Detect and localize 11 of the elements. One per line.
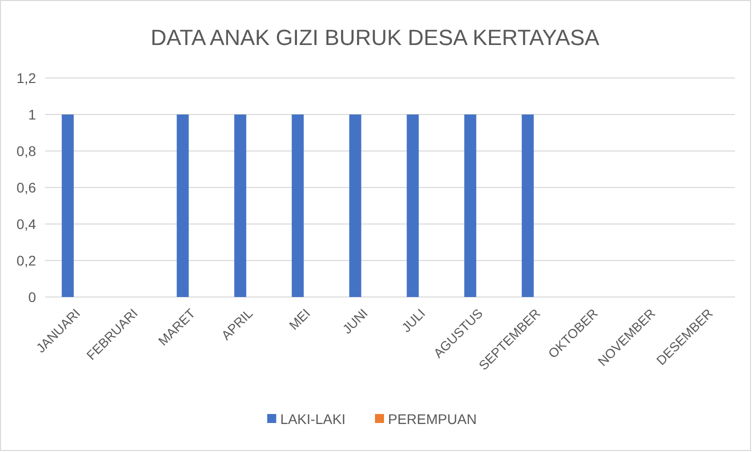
y-tick-label: 0 xyxy=(28,288,36,305)
chart-title: DATA ANAK GIZI BURUK DESA KERTAYASA xyxy=(150,25,600,50)
y-tick-label: 0,4 xyxy=(16,216,36,232)
y-tick-label: 1,2 xyxy=(16,70,36,86)
legend-label: LAKI-LAKI xyxy=(280,410,346,427)
x-tick-label: MEI xyxy=(286,306,314,333)
y-tick-label: 0,8 xyxy=(16,142,36,159)
y-tick-label: 1 xyxy=(28,106,36,122)
legend-label: PEREMPUAN xyxy=(388,410,477,427)
y-tick-label: 0,6 xyxy=(16,179,36,196)
y-tick-label: 0,2 xyxy=(16,252,36,268)
